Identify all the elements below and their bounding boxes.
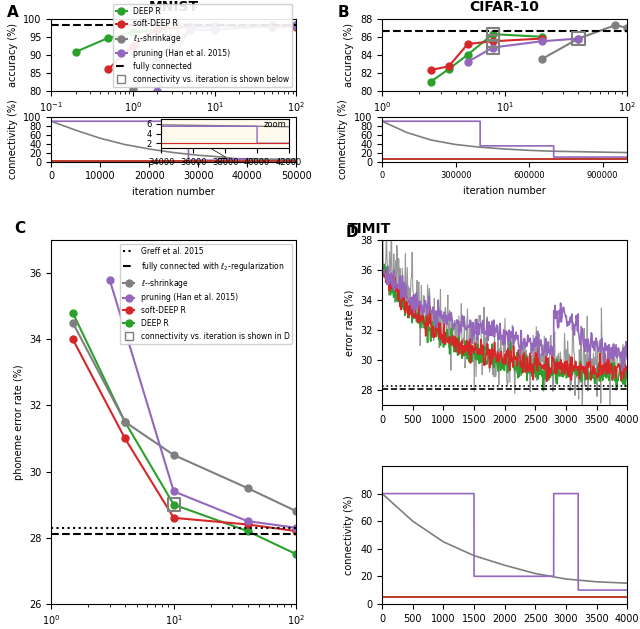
Point [488, 36, 498, 47]
Title: MNIST: MNIST [148, 0, 199, 14]
Text: B: B [338, 6, 349, 20]
Title: CIFAR-10: CIFAR-10 [470, 0, 540, 14]
Text: A: A [7, 6, 19, 20]
Title: TIMIT: TIMIT [348, 222, 392, 236]
Y-axis label: connectivity (%): connectivity (%) [339, 99, 348, 179]
X-axis label: iteration number: iteration number [463, 186, 546, 196]
Y-axis label: connectivity (%): connectivity (%) [8, 99, 17, 179]
Legend: DEEP R, soft-DEEP R, $\ell_1$-shrinkage, pruning (Han et al. 2015), fully connec: DEEP R, soft-DEEP R, $\ell_1$-shrinkage,… [113, 4, 292, 87]
Point [488, 43, 498, 53]
Y-axis label: accuracy (%): accuracy (%) [8, 23, 17, 87]
Y-axis label: accuracy (%): accuracy (%) [344, 23, 355, 87]
Y-axis label: connectivity (%): connectivity (%) [344, 495, 355, 575]
X-axis label: connectivity after convergence (%): connectivity after convergence (%) [419, 120, 591, 130]
Text: D: D [346, 225, 358, 240]
Legend: Greff et al. 2015, fully connected with $\ell_2$-regularization, $\ell$--shrinka: Greff et al. 2015, fully connected with … [120, 244, 292, 344]
X-axis label: connectivity after convergence (%): connectivity after convergence (%) [88, 120, 260, 130]
Y-axis label: error rate (%): error rate (%) [344, 289, 355, 356]
Text: C: C [15, 221, 26, 236]
Point [573, 33, 584, 43]
Point [167, 25, 177, 35]
Y-axis label: phoneme error rate (%): phoneme error rate (%) [13, 364, 24, 480]
Bar [218, 159, 257, 161]
Point [167, 23, 177, 33]
Point [488, 29, 498, 39]
Point [168, 499, 179, 509]
X-axis label: iteration number: iteration number [132, 187, 215, 197]
